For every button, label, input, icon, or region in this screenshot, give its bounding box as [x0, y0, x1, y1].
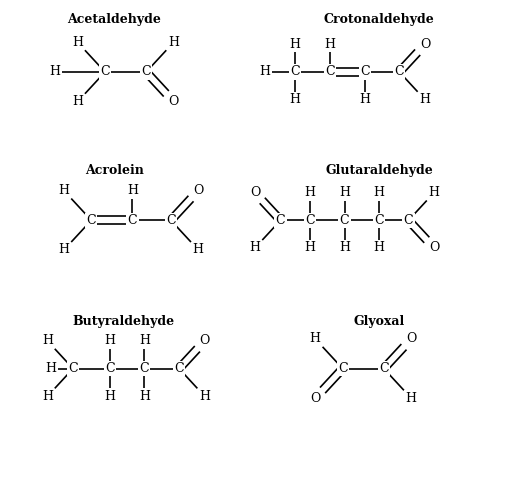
Text: H: H [419, 93, 430, 106]
Text: Butyraldehyde: Butyraldehyde [72, 315, 174, 328]
Text: H: H [193, 244, 204, 256]
Text: O: O [250, 186, 260, 199]
Text: O: O [193, 184, 204, 197]
Text: C: C [360, 66, 369, 78]
Text: Crotonaldehyde: Crotonaldehyde [324, 13, 435, 26]
Text: H: H [127, 184, 138, 197]
Text: O: O [429, 242, 439, 254]
Text: H: H [199, 390, 210, 403]
Text: C: C [166, 214, 175, 227]
Text: C: C [142, 66, 151, 78]
Text: Glyoxal: Glyoxal [354, 315, 405, 328]
Text: O: O [406, 332, 417, 345]
Text: H: H [58, 184, 69, 197]
Text: H: H [374, 186, 385, 199]
Text: H: H [290, 93, 301, 106]
Text: H: H [139, 390, 150, 403]
Text: C: C [305, 214, 315, 227]
Text: H: H [339, 186, 350, 199]
Text: H: H [339, 242, 350, 254]
Text: H: H [250, 242, 260, 254]
Text: H: H [260, 66, 270, 78]
Text: C: C [325, 66, 335, 78]
Text: H: H [429, 186, 439, 199]
Text: H: H [72, 36, 83, 49]
Text: H: H [304, 242, 315, 254]
Text: H: H [46, 362, 57, 375]
Text: C: C [86, 214, 96, 227]
Text: O: O [169, 95, 179, 108]
Text: C: C [394, 66, 404, 78]
Text: C: C [290, 66, 300, 78]
Text: H: H [49, 66, 60, 78]
Text: H: H [406, 392, 417, 405]
Text: C: C [100, 66, 110, 78]
Text: H: H [58, 244, 69, 256]
Text: Acrolein: Acrolein [85, 164, 144, 177]
Text: H: H [104, 390, 115, 403]
Text: H: H [104, 334, 115, 347]
Text: H: H [42, 334, 53, 347]
Text: H: H [42, 390, 53, 403]
Text: C: C [374, 214, 384, 227]
Text: H: H [72, 95, 83, 108]
Text: O: O [199, 334, 210, 347]
Text: C: C [338, 362, 348, 375]
Text: C: C [68, 362, 78, 375]
Text: H: H [324, 38, 335, 51]
Text: C: C [276, 214, 285, 227]
Text: Glutaraldehyde: Glutaraldehyde [325, 164, 433, 177]
Text: H: H [374, 242, 385, 254]
Text: Acetaldehyde: Acetaldehyde [67, 13, 161, 26]
Text: C: C [139, 362, 149, 375]
Text: C: C [404, 214, 413, 227]
Text: H: H [290, 38, 301, 51]
Text: H: H [168, 36, 179, 49]
Text: H: H [310, 332, 321, 345]
Text: C: C [174, 362, 184, 375]
Text: C: C [379, 362, 388, 375]
Text: C: C [105, 362, 114, 375]
Text: H: H [359, 93, 370, 106]
Text: C: C [340, 214, 349, 227]
Text: C: C [128, 214, 137, 227]
Text: O: O [420, 38, 430, 51]
Text: H: H [304, 186, 315, 199]
Text: O: O [310, 392, 321, 405]
Text: H: H [139, 334, 150, 347]
